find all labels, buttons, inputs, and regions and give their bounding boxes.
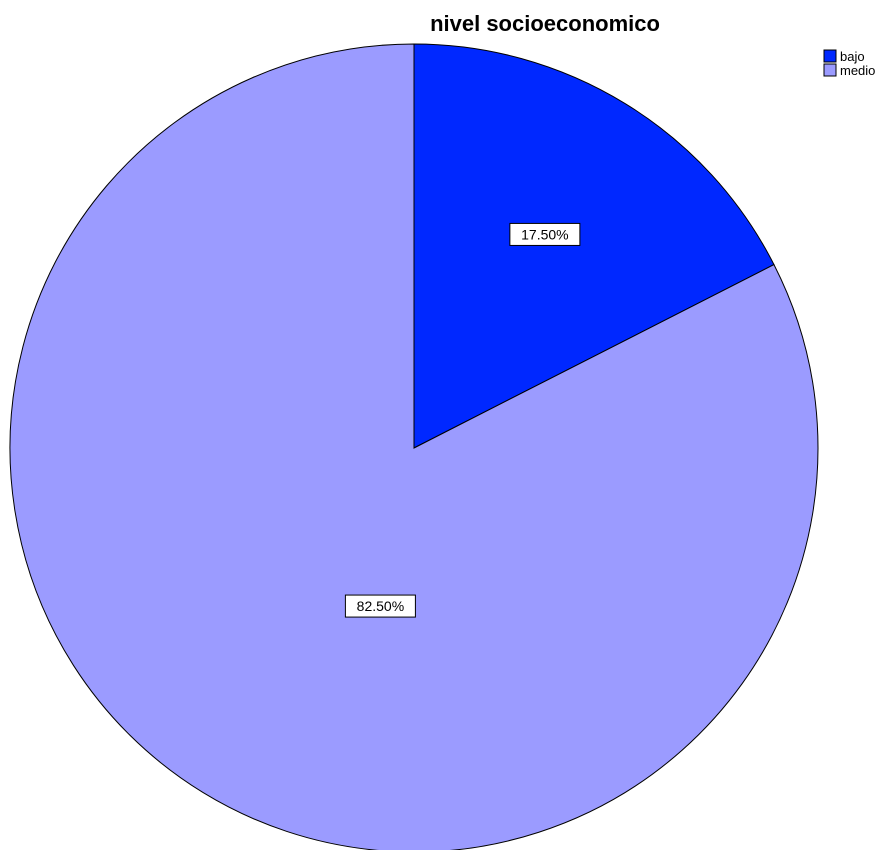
legend-label: medio	[840, 63, 875, 78]
slice-label-bajo: 17.50%	[509, 222, 581, 246]
slice-label-text: 17.50%	[521, 226, 568, 242]
chart-title: nivel socioeconomico	[430, 11, 660, 36]
legend-item-medio: medio	[823, 63, 875, 78]
slice-label-text: 82.50%	[357, 598, 404, 614]
pie-slice-medio	[9, 43, 819, 850]
legend-label: bajo	[840, 49, 865, 64]
pie-slices	[9, 43, 819, 850]
pie-slice-labels: 17.50% 82.50%	[344, 222, 581, 618]
legend-swatch	[823, 63, 837, 77]
slice-label-box	[509, 222, 581, 246]
slice-label-box	[344, 594, 416, 618]
legend-swatch	[823, 49, 837, 63]
legend-item-bajo: bajo	[823, 49, 865, 64]
slice-label-medio: 82.50%	[344, 594, 416, 618]
pie-slice-bajo	[413, 43, 775, 449]
